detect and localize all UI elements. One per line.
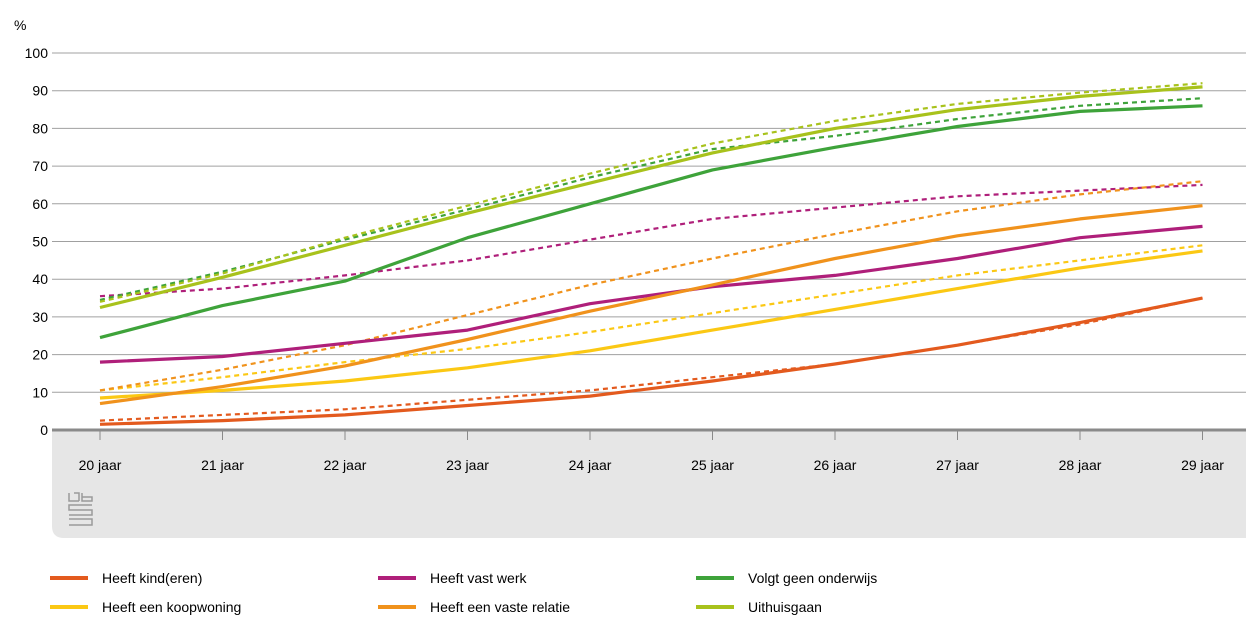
- x-axis-band: [52, 430, 1246, 538]
- x-tick-label: 29 jaar: [1181, 457, 1224, 473]
- series-line-solid-heeft-een-koopwoning: [99, 249, 1203, 400]
- x-tick-label: 22 jaar: [324, 457, 367, 473]
- legend-label: Volgt geen onderwijs: [748, 570, 878, 586]
- legend-swatch: [696, 605, 734, 609]
- x-axis-ticks: 20 jaar 21 jaar 22 jaar 23 jaar 24 jaar 25 ja…: [79, 430, 1224, 473]
- x-tick-label: 20 jaar: [79, 457, 122, 473]
- y-tick-label: 50: [32, 234, 48, 250]
- series-line-dotted-uithuisgaan: [99, 82, 1203, 303]
- series-line-dotted-heeft-een-koopwoning: [99, 244, 1203, 392]
- cbs-logo-icon: [68, 492, 93, 526]
- series-line-solid-uithuisgaan: [99, 85, 1203, 310]
- x-tick-label: 28 jaar: [1059, 457, 1102, 473]
- series-line-dotted-heeft-kind-eren: [99, 297, 1203, 422]
- y-tick-label: 70: [32, 158, 48, 174]
- x-tick-label: 24 jaar: [569, 457, 612, 473]
- legend-swatch: [696, 576, 734, 580]
- legend-item-volgt-geen-onderwijs: Volgt geen onderwijs: [696, 568, 877, 588]
- series-line-dotted-heeft-vast-werk: [99, 183, 1203, 298]
- y-tick-label: 40: [32, 271, 48, 287]
- series-line-dotted-heeft-een-vaste-relatie: [99, 180, 1203, 392]
- legend-swatch: [378, 576, 416, 580]
- x-tick-label: 23 jaar: [446, 457, 489, 473]
- y-tick-label: 100: [25, 45, 49, 61]
- legend-item-heeft-kind: Heeft kind(eren): [50, 568, 202, 588]
- legend-label: Uithuisgaan: [748, 599, 822, 615]
- legend-label: Heeft een koopwoning: [102, 599, 242, 615]
- series-line-solid-heeft-vast-werk: [99, 224, 1203, 364]
- legend-label: Heeft kind(eren): [102, 570, 203, 586]
- y-tick-label: 20: [32, 347, 48, 363]
- x-tick-label: 26 jaar: [814, 457, 857, 473]
- legend: Heeft kind(eren) Heeft vast werk Volgt g…: [0, 568, 1246, 615]
- legend-item-heeft-vast-werk: Heeft vast werk: [378, 568, 526, 588]
- series-line-solid-heeft-een-vaste-relatie: [99, 204, 1203, 406]
- legend-swatch: [50, 605, 88, 609]
- legend-swatch: [378, 605, 416, 609]
- x-tick-label: 21 jaar: [201, 457, 244, 473]
- chart-series: [99, 82, 1203, 426]
- legend-item-heeft-een-koopwoning: Heeft een koopwoning: [50, 597, 241, 617]
- x-tick-label: 25 jaar: [691, 457, 734, 473]
- y-tick-label: 90: [32, 83, 48, 99]
- legend-swatch: [50, 576, 88, 580]
- y-axis-label: %: [14, 17, 26, 33]
- y-tick-label: 80: [32, 120, 48, 136]
- series-line-solid-heeft-kind-eren: [99, 296, 1203, 426]
- legend-item-uithuisgaan: Uithuisgaan: [696, 597, 822, 617]
- y-tick-label: 0: [40, 422, 48, 438]
- y-tick-label: 60: [32, 196, 48, 212]
- y-tick-label: 30: [32, 309, 48, 325]
- y-axis-ticks: 0 10 20 30 40 50 60 70 80 90 100: [25, 45, 49, 438]
- legend-label: Heeft een vaste relatie: [430, 599, 571, 615]
- legend-item-heeft-een-vaste-relatie: Heeft een vaste relatie: [378, 597, 570, 617]
- series-line-solid-volgt-geen-onderwijs: [99, 104, 1203, 340]
- x-tick-label: 27 jaar: [936, 457, 979, 473]
- legend-label: Heeft vast werk: [430, 570, 527, 586]
- y-tick-label: 10: [32, 384, 48, 400]
